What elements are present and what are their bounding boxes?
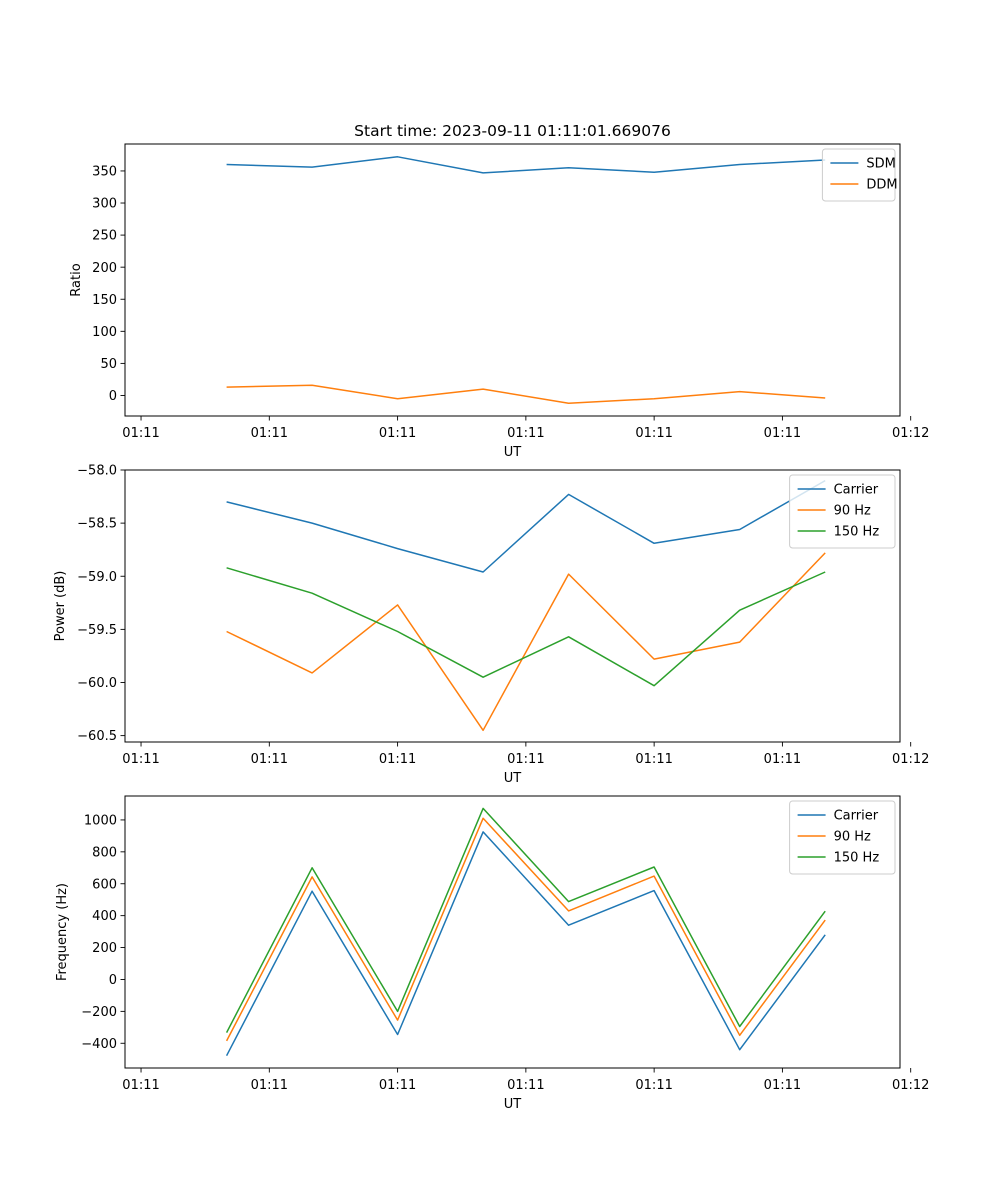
x-tick-label: 01:11 <box>764 1078 801 1093</box>
y-tick-label: 50 <box>100 357 117 372</box>
x-axis-label: UT <box>504 445 522 460</box>
y-tick-label: 350 <box>92 165 117 180</box>
y-tick-label: −59.0 <box>77 570 117 585</box>
legend: Carrier 90 Hz 150 Hz <box>789 474 896 549</box>
y-tick-label: 250 <box>92 229 117 244</box>
y-tick-label: −59.5 <box>77 623 117 638</box>
legend-box <box>821 148 896 202</box>
legend-label: SDM <box>866 157 895 172</box>
x-axis-label: UT <box>504 771 522 786</box>
y-tick-label: −60.5 <box>77 729 117 744</box>
plot-frame <box>124 469 901 743</box>
x-tick-label: 01:11 <box>507 426 544 441</box>
x-tick-label: 01:11 <box>251 426 288 441</box>
x-axis-label: UT <box>504 1097 522 1112</box>
x-tick-label: 01:11 <box>379 426 416 441</box>
x-tick-label: 01:12 <box>892 426 929 441</box>
legend-label: 90 Hz <box>834 504 871 519</box>
y-tick-label: 100 <box>92 325 117 340</box>
legend-box <box>789 800 896 875</box>
y-axis-label: Power (dB) <box>53 571 68 642</box>
series-line-150-hz <box>225 807 826 1033</box>
y-tick-label: −60.0 <box>77 676 117 691</box>
legend-label: 150 Hz <box>834 525 880 540</box>
y-tick-label: −200 <box>81 1005 117 1020</box>
y-axis-label: Ratio <box>69 263 84 296</box>
chart-title: Start time: 2023-09-11 01:11:01.669076 <box>354 122 671 140</box>
legend-box <box>789 474 896 549</box>
series-line-150-hz <box>226 567 826 687</box>
x-tick-label: 01:12 <box>892 1078 929 1093</box>
legend-label: 90 Hz <box>834 830 871 845</box>
y-tick-label: 600 <box>92 877 117 892</box>
y-tick-label: 300 <box>92 197 117 212</box>
legend-label: DDM <box>866 178 897 193</box>
y-tick-label: 400 <box>92 909 117 924</box>
ratio-panel: Start time: 2023-09-11 01:11:01.669076 R… <box>69 122 929 460</box>
y-tick-label: 200 <box>92 941 117 956</box>
series-line-carrier <box>225 831 826 1057</box>
legend-label: Carrier <box>834 809 879 824</box>
plot-frame <box>124 143 901 417</box>
x-tick-label: 01:11 <box>122 426 159 441</box>
y-tick-label: 800 <box>92 845 117 860</box>
x-tick-label: 01:11 <box>507 752 544 767</box>
legend-label: Carrier <box>834 483 879 498</box>
x-tick-label: 01:11 <box>122 1078 159 1093</box>
x-tick-label: 01:11 <box>251 1078 288 1093</box>
x-tick-label: 01:11 <box>122 752 159 767</box>
y-tick-label: 200 <box>92 261 117 276</box>
x-tick-label: 01:11 <box>635 1078 672 1093</box>
power-panel: Power (dB) UT 01:11 01:11 01:11 01:11 01:11 0… <box>53 464 929 786</box>
y-tick-label: 150 <box>92 293 117 308</box>
x-tick-label: 01:11 <box>251 752 288 767</box>
series-line-sdm <box>226 156 826 174</box>
y-axis-label: Frequency (Hz) <box>55 883 70 981</box>
legend-label: 150 Hz <box>834 851 880 866</box>
x-tick-label: 01:11 <box>379 1078 416 1093</box>
plot-frame <box>124 795 901 1069</box>
x-tick-label: 01:11 <box>764 752 801 767</box>
y-tick-label: 0 <box>109 389 117 404</box>
y-tick-label: 0 <box>109 973 117 988</box>
legend: Carrier 90 Hz 150 Hz <box>789 800 896 875</box>
x-tick-label: 01:11 <box>507 1078 544 1093</box>
x-tick-label: 01:11 <box>635 426 672 441</box>
series-line-ddm <box>226 384 826 404</box>
x-tick-label: 01:11 <box>635 752 672 767</box>
series-line-carrier <box>226 479 826 573</box>
y-tick-label: 1000 <box>84 814 117 829</box>
x-tick-label: 01:12 <box>892 752 929 767</box>
y-tick-label: −58.0 <box>77 464 117 479</box>
y-tick-label: −58.5 <box>77 517 117 532</box>
x-tick-label: 01:11 <box>764 426 801 441</box>
series-line-90-hz <box>226 552 826 732</box>
legend: SDM DDM <box>821 148 898 202</box>
y-tick-label: −400 <box>81 1037 117 1052</box>
x-tick-label: 01:11 <box>379 752 416 767</box>
frequency-panel: Frequency (Hz) UT 01:11 01:11 01:11 01:11 01… <box>55 795 929 1112</box>
series-line-90-hz <box>225 817 826 1042</box>
